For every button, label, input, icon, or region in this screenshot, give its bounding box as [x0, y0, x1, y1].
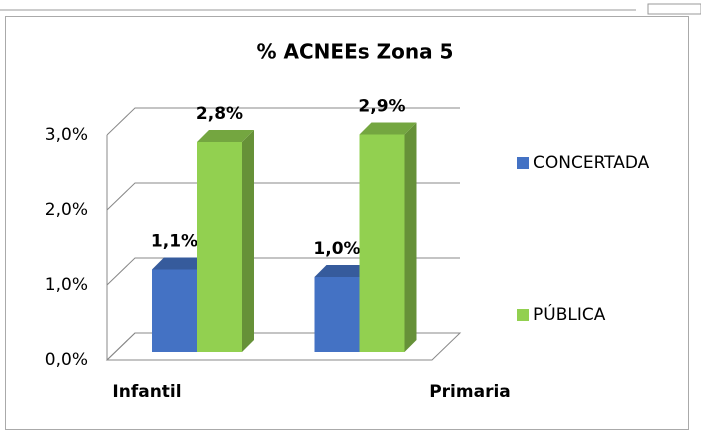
- legend-label: PÚBLICA: [533, 303, 606, 325]
- y-tick-label: 3,0%: [45, 125, 88, 145]
- y-tick-label: 0,0%: [45, 350, 88, 370]
- grid-line: [106, 107, 460, 136]
- y-tick-label: 1,0%: [45, 275, 88, 295]
- grid-line: [106, 182, 460, 211]
- bar: [314, 277, 360, 352]
- legend-label: CONCERTADA: [533, 153, 650, 173]
- bar-side: [404, 122, 417, 352]
- bar-side: [242, 130, 254, 352]
- value-label: 2,8%: [196, 104, 243, 124]
- legend-swatch: [517, 309, 529, 321]
- bar: [197, 142, 242, 352]
- value-label: 1,0%: [313, 239, 360, 259]
- bar: [152, 269, 197, 352]
- grid-line: [106, 257, 460, 286]
- bar-top: [197, 130, 254, 142]
- value-label: 1,1%: [151, 232, 198, 252]
- bar-top: [314, 265, 372, 277]
- bar-top: [152, 257, 209, 270]
- chart-title: % ACNEEs Zona 5: [257, 40, 454, 64]
- x-tick-label: Infantil: [112, 382, 181, 402]
- legend-swatch: [517, 157, 529, 169]
- bar: [359, 134, 405, 352]
- x-tick-label: Primaria: [429, 382, 511, 402]
- bar-top: [359, 122, 417, 135]
- frame-edge: [647, 3, 701, 15]
- chart-frame: [5, 16, 689, 430]
- value-label: 2,9%: [358, 97, 405, 117]
- y-tick-label: 2,0%: [45, 200, 88, 220]
